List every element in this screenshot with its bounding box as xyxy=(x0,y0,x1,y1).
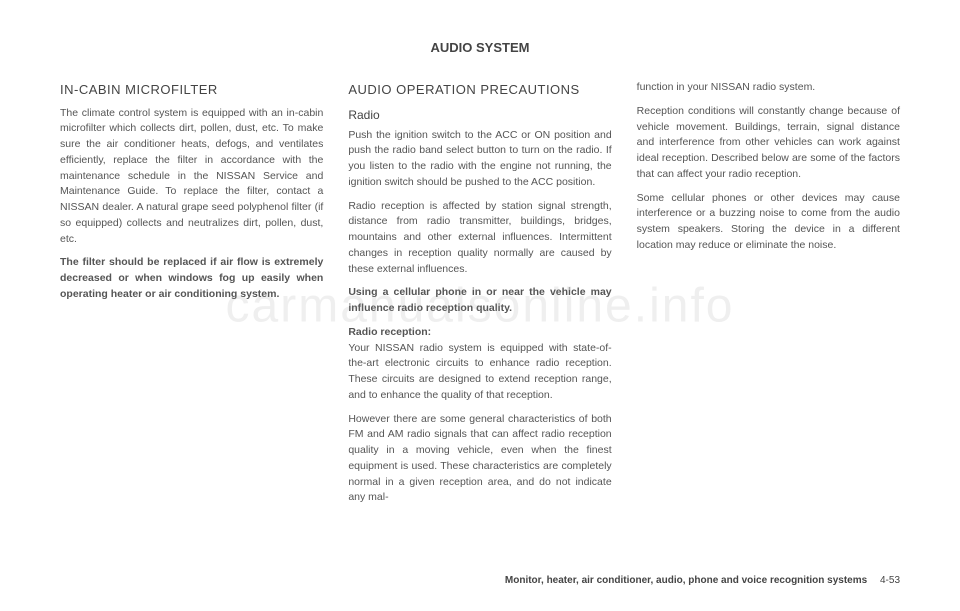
footer-page: 4-53 xyxy=(880,575,900,586)
col3-para1: function in your NISSAN radio system. xyxy=(637,80,900,96)
col2-subheading: Radio xyxy=(348,106,611,124)
content-columns: IN-CABIN MICROFILTER The climate control… xyxy=(60,80,900,514)
col3-para3: Some cellular phones or other devices ma… xyxy=(637,191,900,254)
column-3: function in your NISSAN radio system. Re… xyxy=(637,80,900,514)
col3-para2: Reception conditions will constantly cha… xyxy=(637,104,900,183)
section-header: AUDIO SYSTEM xyxy=(60,40,900,55)
col1-para1: The climate control system is equipped w… xyxy=(60,106,323,248)
col2-para1: Push the ignition switch to the ACC or O… xyxy=(348,128,611,191)
col2-para3: Using a cellular phone in or near the ve… xyxy=(348,285,611,317)
col2-para4-heading: Radio reception: xyxy=(348,326,431,338)
col2-para2: Radio reception is affected by station s… xyxy=(348,199,611,278)
col2-heading: AUDIO OPERATION PRECAUTIONS xyxy=(348,80,611,100)
page-footer: Monitor, heater, air conditioner, audio,… xyxy=(505,575,900,586)
col2-para4-wrap: Radio reception: Your NISSAN radio syste… xyxy=(348,325,611,404)
col2-para4: Your NISSAN radio system is equipped wit… xyxy=(348,342,611,401)
footer-section: Monitor, heater, air conditioner, audio,… xyxy=(505,575,867,586)
col1-para2: The filter should be replaced if air flo… xyxy=(60,255,323,302)
col1-heading: IN-CABIN MICROFILTER xyxy=(60,80,323,100)
col2-para5: However there are some general character… xyxy=(348,412,611,507)
column-2: AUDIO OPERATION PRECAUTIONS Radio Push t… xyxy=(348,80,611,514)
column-1: IN-CABIN MICROFILTER The climate control… xyxy=(60,80,323,514)
